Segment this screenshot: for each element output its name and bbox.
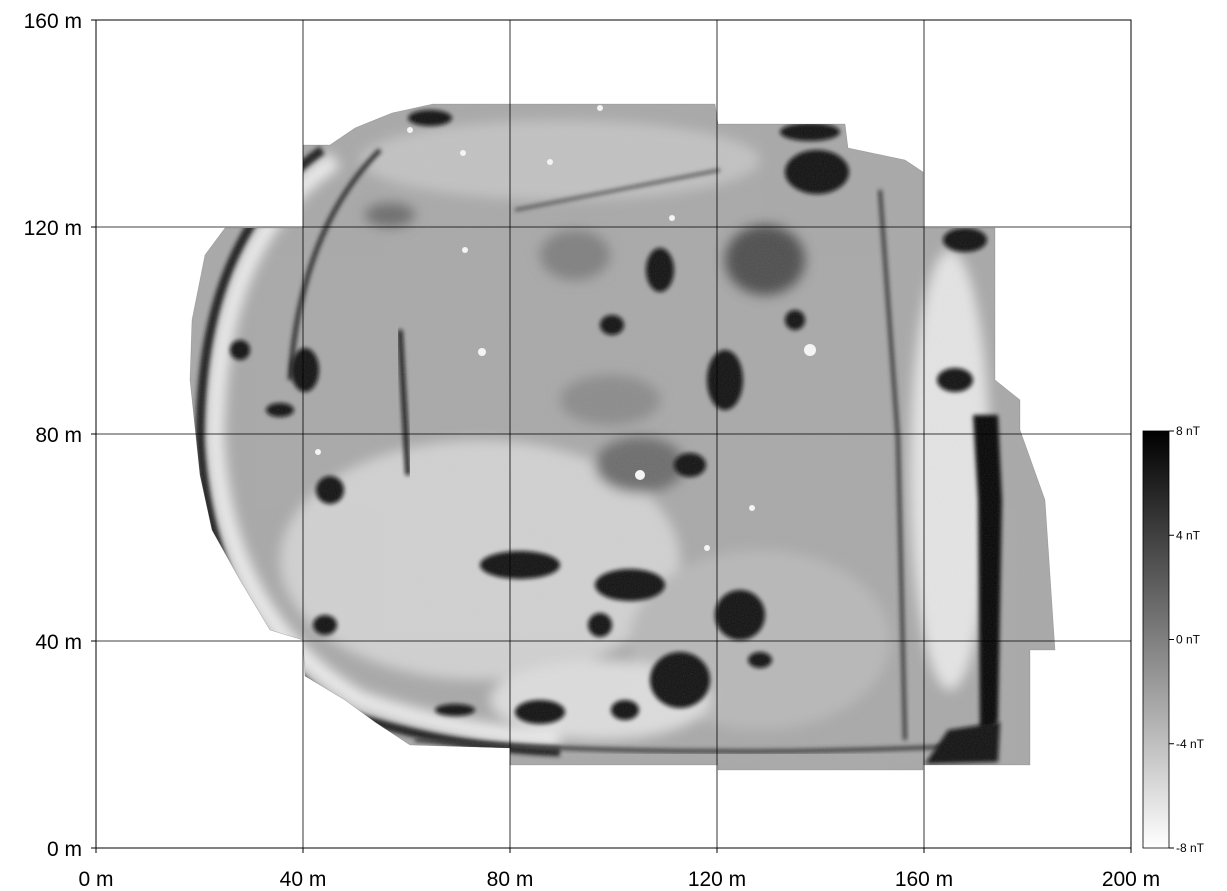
x-tick-label-1: 40 m [280,868,327,891]
colorbar-tick-label-4: -8 nT [1176,841,1205,855]
x-tick-label-4: 160 m [895,868,953,891]
colorbar-tick-label-3: -4 nT [1176,737,1205,751]
x-tick-label-2: 80 m [487,868,534,891]
x-tick-label-0: 0 m [78,868,113,891]
y-tick-label-2: 80 m [35,424,82,447]
grid-lines [96,20,1131,848]
colorbar-gradient [1142,430,1170,849]
y-axis: 0 m 40 m 80 m 120 m 160 m [24,10,96,861]
colorbar-tick-label-0: 8 nT [1176,424,1201,438]
y-tick-label-4: 160 m [24,10,82,33]
colorbar: 8 nT 4 nT 0 nT -4 nT -8 nT [1142,424,1205,855]
x-tick-label-5: 200 m [1102,868,1160,891]
x-tick-label-3: 120 m [688,868,746,891]
x-axis: 0 m 40 m 80 m 120 m 160 m 200 m [78,848,1160,891]
y-tick-label-1: 40 m [35,631,82,654]
colorbar-ticks: 8 nT 4 nT 0 nT -4 nT -8 nT [1169,424,1205,855]
y-tick-label-0: 0 m [47,838,82,861]
y-tick-label-3: 120 m [24,217,82,240]
survey-image [189,103,1056,771]
colorbar-tick-label-2: 0 nT [1176,633,1201,647]
colorbar-tick-label-1: 4 nT [1176,528,1201,542]
